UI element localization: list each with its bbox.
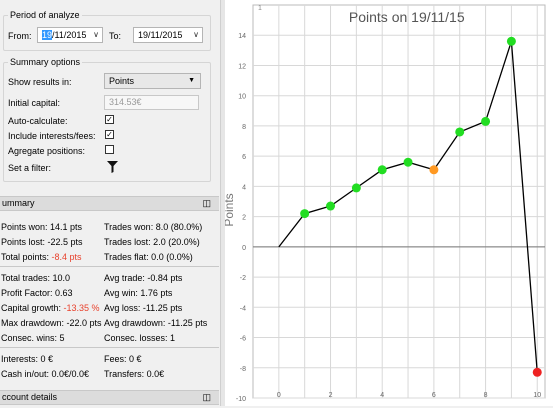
period-group-title: Period of analyze xyxy=(8,10,82,20)
data-point[interactable] xyxy=(351,183,361,193)
y-tick-label: -10 xyxy=(236,396,246,403)
data-point[interactable] xyxy=(326,201,336,211)
stat-points-won: Points won: 14.1 pts xyxy=(1,222,83,232)
y-tick-label: -4 xyxy=(240,305,246,312)
summary-options-group: Summary options xyxy=(3,57,211,182)
stat-fees: Fees: 0 € xyxy=(104,354,142,364)
stat-avg-loss: Avg loss: -11.25 pts xyxy=(104,303,183,313)
to-date-picker[interactable]: 19/11/2015 ∨ xyxy=(133,27,203,43)
stat-trades-lost: Trades lost: 2.0 (20.0%) xyxy=(104,237,200,247)
data-point[interactable] xyxy=(377,165,387,175)
stat-avg-drawdown: Avg drawdown: -11.25 pts xyxy=(104,318,208,328)
total-points-value: -8.4 pts xyxy=(51,252,82,262)
from-day-selected: 19 xyxy=(42,30,53,40)
y-tick-label: 2 xyxy=(242,215,246,222)
stat-interests: Interests: 0 € xyxy=(1,354,54,364)
auto-calculate-label: Auto-calculate: xyxy=(8,116,68,126)
period-group: Period of analyze xyxy=(3,10,211,51)
stat-transfers: Transfers: 0.0€ xyxy=(104,369,165,379)
filter-label: Set a filter: xyxy=(8,163,52,173)
points-chart: -10 -8 -6 -4 -2 0 2 4 6 8 10 12 14 0 2 4 6 8 10 1 Points on … xyxy=(222,4,546,403)
stat-cash-inout: Cash in/out: 0.0€/0.0€ xyxy=(1,369,90,379)
x-tick-label: 0 xyxy=(277,392,281,399)
from-date-picker[interactable]: 19/11/2015 ∨ xyxy=(37,27,103,43)
account-details-header-label: ccount details xyxy=(2,392,58,402)
stat-trades-flat: Trades flat: 0.0 (0.0%) xyxy=(104,252,193,262)
show-results-select[interactable]: Points ▼ xyxy=(104,73,201,89)
include-fees-label: Include interests/fees: xyxy=(8,131,96,141)
data-point[interactable] xyxy=(403,157,413,167)
panel-splitter[interactable] xyxy=(220,0,225,406)
stat-profit-factor: Profit Factor: 0.63 xyxy=(1,288,73,298)
aggregate-checkbox[interactable] xyxy=(105,145,114,154)
aggregate-label: Agregate positions: xyxy=(8,146,86,156)
capital-growth-label: Capital growth: xyxy=(1,303,64,313)
capital-growth-value: -13.35 % xyxy=(63,303,100,313)
stat-total-trades: Total trades: 10.0 xyxy=(1,273,71,283)
data-point[interactable] xyxy=(481,116,491,126)
y-tick-label: 12 xyxy=(238,63,246,70)
y-tick-label: 4 xyxy=(242,184,246,191)
data-point[interactable] xyxy=(429,165,439,175)
stat-consec-losses: Consec. losses: 1 xyxy=(104,333,176,343)
x-tick-label: 8 xyxy=(484,392,488,399)
stat-trades-won: Trades won: 8.0 (80.0%) xyxy=(104,222,203,232)
filter-funnel-icon[interactable] xyxy=(107,161,118,173)
plot-frame xyxy=(252,4,546,399)
y-tick-label: -2 xyxy=(240,275,246,282)
x-tick-label: 6 xyxy=(432,392,436,399)
summary-header-label: ummary xyxy=(2,198,35,208)
x-tick-label: 4 xyxy=(380,392,384,399)
dropdown-arrow-icon: ▼ xyxy=(188,77,195,84)
analysis-panel: Period of analyze From: 19/11/2015 ∨ To:… xyxy=(0,0,220,406)
include-fees-checkbox[interactable]: ✓ xyxy=(105,130,114,139)
auto-calculate-checkbox[interactable]: ✓ xyxy=(105,115,114,124)
show-results-value: Points xyxy=(109,76,135,86)
initial-capital-value: 314.53€ xyxy=(109,97,142,107)
y-tick-label: 14 xyxy=(238,33,246,40)
chart-title: Points on 19/11/15 xyxy=(349,9,465,25)
to-date-value: 19/11/2015 xyxy=(138,30,183,40)
stat-avg-win: Avg win: 1.76 pts xyxy=(104,288,173,298)
y-tick-label: 10 xyxy=(238,94,246,101)
stat-total-points: Total points: -8.4 pts xyxy=(1,252,82,262)
chevron-down-icon[interactable]: ∨ xyxy=(93,30,99,39)
from-date-rest: /11/2015 xyxy=(52,30,87,40)
stat-consec-wins: Consec. wins: 5 xyxy=(1,333,65,343)
data-point[interactable] xyxy=(455,127,465,137)
chevron-down-icon[interactable]: ∨ xyxy=(193,30,199,39)
separator xyxy=(0,347,219,348)
data-point[interactable] xyxy=(300,209,310,219)
stat-max-drawdown: Max drawdown: -22.0 pts xyxy=(1,318,102,328)
stat-capital-growth: Capital growth: -13.35 % xyxy=(1,303,100,313)
y-tick-label: -6 xyxy=(240,336,246,343)
total-points-label: Total points: xyxy=(1,252,52,262)
chart-area: -10 -8 -6 -4 -2 0 2 4 6 8 10 12 14 0 2 4 6 8 10 1 Points on … xyxy=(222,0,553,406)
from-label: From: xyxy=(8,31,32,41)
y-tick-label: 0 xyxy=(242,245,246,252)
y-tick-label: -8 xyxy=(240,366,246,373)
show-results-label: Show results in: xyxy=(8,77,72,87)
pin-icon[interactable]: ◫ xyxy=(202,392,211,402)
corner-label: 1 xyxy=(258,5,262,12)
summary-options-title: Summary options xyxy=(8,57,83,67)
x-tick-label: 10 xyxy=(533,392,541,399)
separator xyxy=(0,266,219,267)
initial-capital-input[interactable]: 314.53€ xyxy=(104,95,199,110)
summary-section-header[interactable]: ummary ◫ xyxy=(0,196,219,211)
pin-icon[interactable]: ◫ xyxy=(202,198,211,208)
y-tick-label: 8 xyxy=(242,124,246,131)
to-label: To: xyxy=(109,31,122,41)
y-axis-label: Points xyxy=(225,193,236,226)
initial-capital-label: Initial capital: xyxy=(8,98,61,108)
stat-points-lost: Points lost: -22.5 pts xyxy=(1,237,83,247)
data-point[interactable] xyxy=(506,36,516,46)
data-point[interactable] xyxy=(532,367,542,377)
account-details-section-header[interactable]: ccount details ◫ xyxy=(0,390,219,405)
y-tick-label: 6 xyxy=(242,154,246,161)
x-tick-label: 2 xyxy=(329,392,333,399)
stat-avg-trade: Avg trade: -0.84 pts xyxy=(104,273,183,283)
